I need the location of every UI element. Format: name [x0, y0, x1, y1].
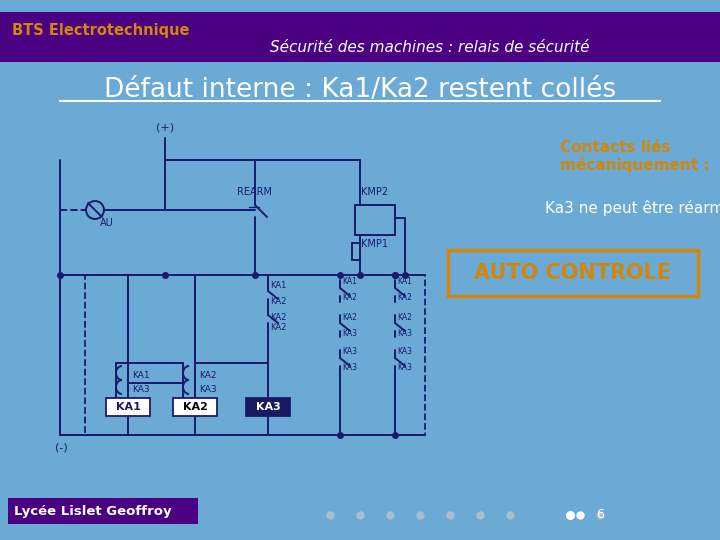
- Text: KA1: KA1: [132, 370, 150, 380]
- Text: Lycée Lislet Geoffroy: Lycée Lislet Geoffroy: [14, 504, 171, 517]
- Text: KA2: KA2: [183, 402, 207, 412]
- Bar: [355, 205, 395, 235]
- Text: KA2: KA2: [270, 314, 287, 322]
- Text: KA2: KA2: [342, 313, 357, 321]
- Bar: [8, 498, 198, 524]
- Text: REARM: REARM: [238, 187, 272, 197]
- Text: KA3: KA3: [397, 348, 412, 356]
- Text: KA1: KA1: [116, 402, 140, 412]
- Text: KA2: KA2: [199, 370, 217, 380]
- Text: Défaut interne : Ka1/Ka2 restent collés: Défaut interne : Ka1/Ka2 restent collés: [104, 77, 616, 103]
- Text: Ka3 ne peut être réarmé: Ka3 ne peut être réarmé: [545, 200, 720, 216]
- Text: KMP1: KMP1: [361, 239, 389, 249]
- Text: (+): (+): [156, 123, 174, 133]
- Bar: [173, 398, 217, 416]
- Text: KA3: KA3: [199, 384, 217, 394]
- Text: KA1: KA1: [270, 281, 287, 291]
- Text: KA2: KA2: [270, 298, 287, 307]
- Text: KA3: KA3: [342, 328, 357, 338]
- Text: AUTO CONTROLE: AUTO CONTROLE: [474, 263, 672, 283]
- Text: KA3: KA3: [397, 363, 412, 373]
- Text: KA3: KA3: [256, 402, 280, 412]
- Bar: [448, 250, 698, 296]
- Bar: [106, 398, 150, 416]
- Text: KA3: KA3: [132, 384, 150, 394]
- Text: mécaniquement :: mécaniquement :: [560, 157, 710, 173]
- Text: Contacts liés: Contacts liés: [560, 140, 670, 156]
- Bar: [246, 398, 290, 416]
- Text: Sécurité des machines : relais de sécurité: Sécurité des machines : relais de sécuri…: [270, 40, 590, 56]
- Text: KMP2: KMP2: [361, 187, 389, 197]
- Text: KA3: KA3: [342, 363, 357, 373]
- Text: KA3: KA3: [397, 328, 412, 338]
- Text: KA1: KA1: [397, 278, 412, 287]
- Text: KA3: KA3: [342, 348, 357, 356]
- Text: (-): (-): [55, 443, 68, 453]
- Text: 6: 6: [596, 509, 604, 522]
- Text: KA2: KA2: [397, 313, 412, 321]
- Text: KA2: KA2: [397, 294, 412, 302]
- Text: KA2: KA2: [342, 294, 357, 302]
- Text: AU: AU: [100, 218, 114, 228]
- Text: KA1: KA1: [342, 278, 357, 287]
- Text: BTS Electrotechnique: BTS Electrotechnique: [12, 23, 189, 37]
- Bar: [0, 12, 720, 62]
- Text: KA2: KA2: [270, 323, 287, 333]
